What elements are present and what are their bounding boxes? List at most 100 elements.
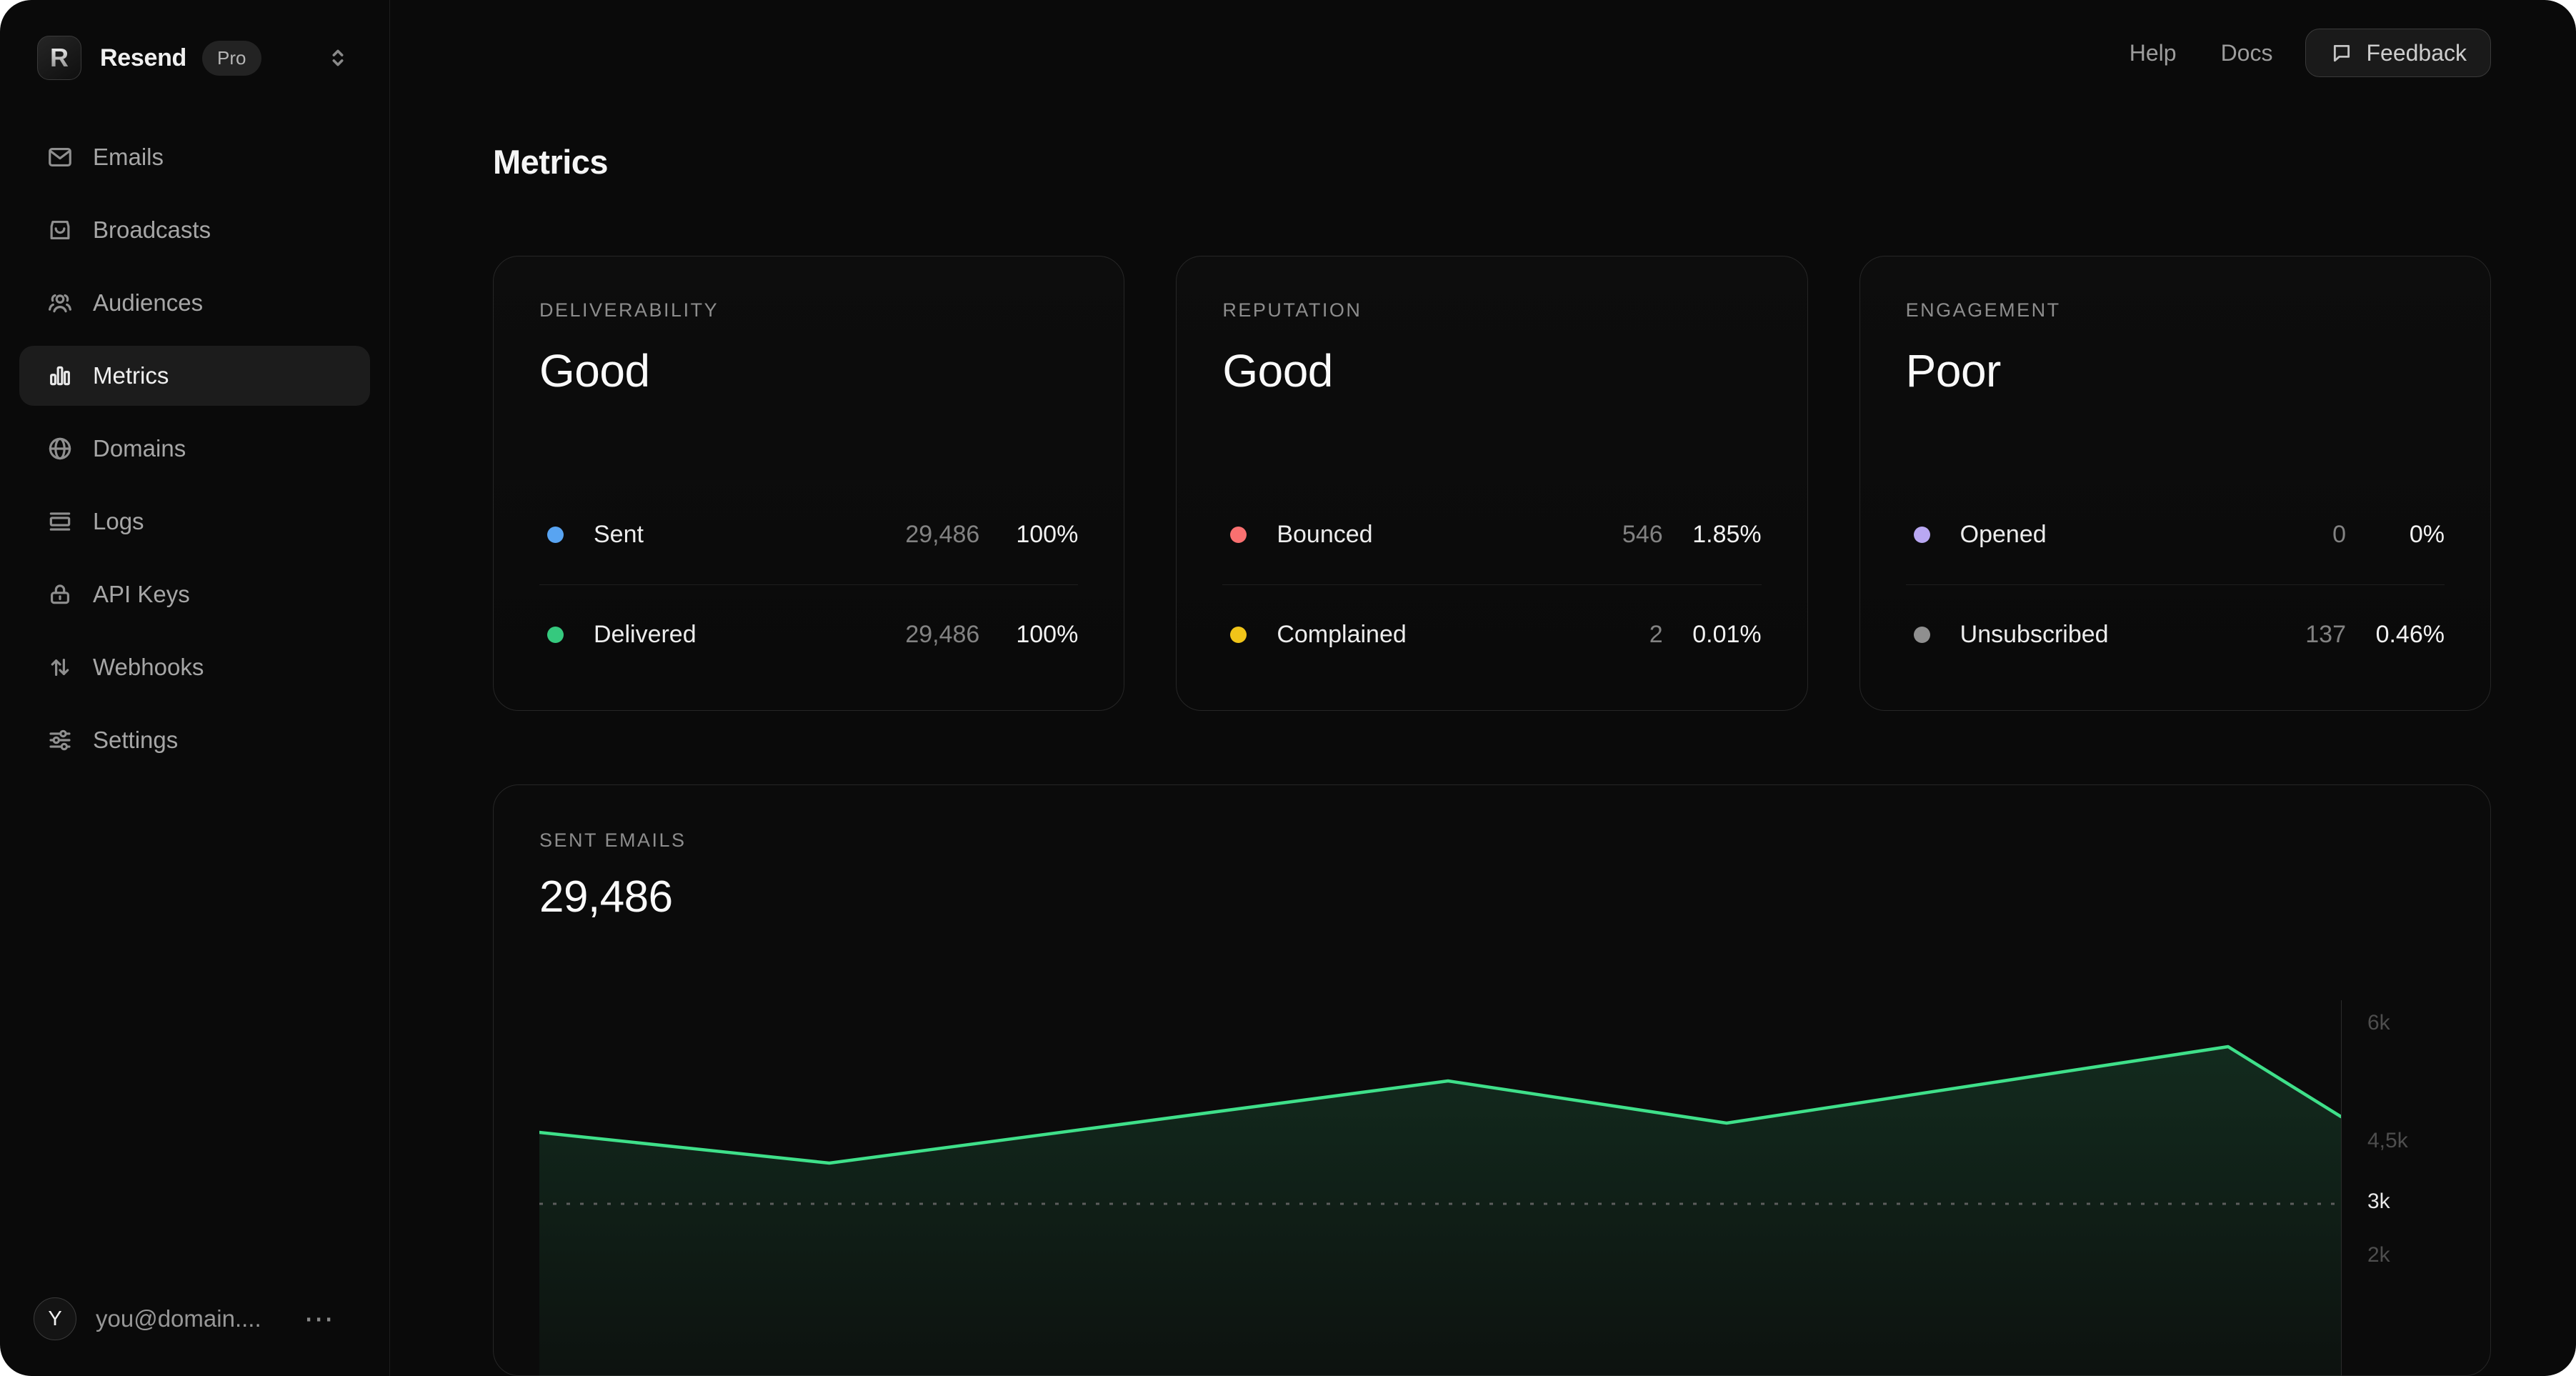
chevron-up-down-icon[interactable] [325,45,351,71]
workspace-name: Resend [100,44,187,71]
main-area: Help Docs Feedback Metrics DELIVERABILIT… [390,0,2576,1376]
sidebar-item-label: Logs [93,508,144,534]
avatar[interactable]: Y [34,1297,76,1340]
stat-dot [547,627,564,643]
stat-dot [1913,527,1930,543]
area-fill [539,1047,2341,1376]
sliders-icon [46,727,74,754]
docs-link[interactable]: Docs [2220,39,2273,66]
resend-logo: R [37,36,81,80]
sidebar-item-label: Webhooks [93,654,204,680]
y-axis-label: 3k [2367,1190,2390,1213]
stat-row: Unsubscribed 137 0.46% [1905,584,2445,684]
avatar-initial: Y [48,1307,62,1330]
y-axis-label: 2k [2367,1243,2390,1267]
chart-card: SENT EMAILS 29,486 6k 4,5k 3k 2k [493,784,2491,1376]
stat-value: 29,486 [905,621,980,648]
sidebar-item-label: Metrics [93,362,169,389]
stat-pct: 0% [2409,521,2445,548]
workspace-switcher[interactable]: R Resend Pro [37,36,351,80]
broadcast-icon [46,216,74,244]
sidebar-item-label: Settings [93,727,179,753]
card-stats: Sent 29,486 100% Delivered 29,486 100% [539,485,1079,684]
card-status: Poor [1905,345,2002,397]
bar-chart-icon [46,362,74,389]
chart-title: SENT EMAILS [539,829,687,851]
card-category-label: REPUTATION [1222,299,1362,321]
sidebar-item-metrics[interactable]: Metrics [19,346,370,406]
y-axis-label: 6k [2367,1011,2390,1035]
card-stats: Opened 0 0% Unsubscribed 137 0.46% [1905,485,2445,684]
resend-logo-letter: R [50,43,69,72]
sidebar-item-logs[interactable]: Logs [19,492,370,552]
sidebar-item-label: Audiences [93,289,204,316]
plan-badge: Pro [202,40,261,76]
stat-value: 2 [1649,621,1663,648]
stat-value: 546 [1622,521,1663,548]
chart-plot [539,1000,2342,1376]
stat-label: Opened [1960,521,2047,548]
topbar: Help Docs Feedback [493,29,2491,77]
page-title: Metrics [493,143,609,181]
stat-row: Bounced 546 1.85% [1222,485,1762,584]
feedback-button-label: Feedback [2366,39,2467,66]
sent-emails-chart [539,1045,2341,1376]
sidebar-item-label: Broadcasts [93,216,211,243]
sidebar-item-webhooks[interactable]: Webhooks [19,637,370,697]
metric-cards: DELIVERABILITY Good Sent 29,486 100% Del… [493,256,2491,711]
stat-pct: 100% [1016,521,1079,548]
sidebar-item-domains[interactable]: Domains [19,419,370,479]
sidebar-nav: Emails Broadcasts Audiences Metrics Doma… [19,127,370,770]
stat-label: Bounced [1277,521,1373,548]
user-row: Y you@domain.... ⋯ [0,1297,389,1340]
stat-label: Sent [594,521,644,548]
sidebar-item-label: Emails [93,144,164,170]
stat-dot [1913,627,1930,643]
card-status: Good [1222,345,1333,397]
chart-area: 6k 4,5k 3k 2k [539,1000,2445,1376]
sidebar-item-label: API Keys [93,581,190,607]
sidebar: R Resend Pro Emails Broadcasts Audiences… [0,0,390,1376]
stat-row: Sent 29,486 100% [539,485,1078,584]
stat-row: Opened 0 0% [1906,485,2445,584]
stat-pct: 0.46% [2375,621,2445,648]
arrows-icon [46,654,74,681]
sidebar-item-broadcasts[interactable]: Broadcasts [19,200,370,260]
lock-icon [46,581,74,608]
stat-row: Delivered 29,486 100% [539,584,1079,684]
metric-card: ENGAGEMENT Poor Opened 0 0% Unsubscribed… [1859,256,2491,711]
sidebar-item-api-keys[interactable]: API Keys [19,564,370,624]
stat-value: 0 [2332,521,2346,548]
stat-pct: 100% [1016,621,1079,648]
stat-dot [547,527,564,543]
stat-label: Unsubscribed [1960,621,2109,648]
user-email: you@domain.... [96,1305,261,1332]
stat-dot [1230,627,1247,643]
stat-dot [1230,527,1247,543]
chart-total: 29,486 [539,872,673,922]
stat-value: 29,486 [905,521,980,548]
sidebar-item-emails[interactable]: Emails [19,127,370,187]
metric-card: REPUTATION Good Bounced 546 1.85% Compla… [1176,256,1808,711]
card-status: Good [539,345,650,397]
stat-label: Complained [1277,621,1407,648]
sidebar-item-label: Domains [93,435,186,462]
stat-pct: 0.01% [1692,621,1762,648]
help-link[interactable]: Help [2129,39,2177,66]
globe-icon [46,435,74,462]
stat-value: 137 [2305,621,2346,648]
card-category-label: DELIVERABILITY [539,299,719,321]
stat-row: Complained 2 0.01% [1222,584,1762,684]
user-menu-button[interactable]: ⋯ [304,1302,334,1335]
sent-line [539,1045,2341,1165]
stat-pct: 1.85% [1692,521,1762,548]
sidebar-item-audiences[interactable]: Audiences [19,273,370,333]
sidebar-item-settings[interactable]: Settings [19,710,370,770]
card-category-label: ENGAGEMENT [1905,299,2061,321]
people-icon [46,289,74,316]
feedback-button[interactable]: Feedback [2305,29,2491,77]
metric-card: DELIVERABILITY Good Sent 29,486 100% Del… [493,256,1125,711]
mail-icon [46,144,74,171]
y-axis-label: 4,5k [2367,1129,2408,1152]
